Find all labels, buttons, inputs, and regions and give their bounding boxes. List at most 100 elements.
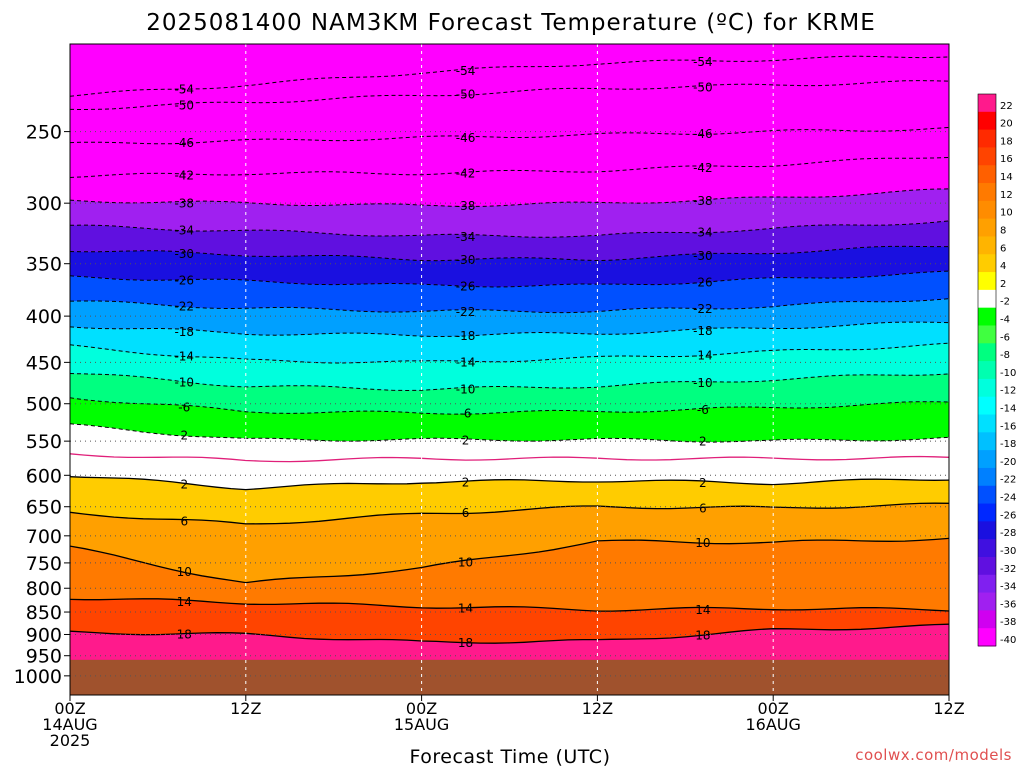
colorbar-label: -28	[1000, 528, 1016, 539]
y-tick-label: 900	[26, 624, 62, 646]
y-tick-label: 250	[26, 122, 62, 144]
colorbar-swatch	[978, 592, 996, 611]
contour-label: -10	[456, 383, 476, 397]
colorbar-label: 18	[1000, 136, 1013, 147]
colorbar-label: -24	[1000, 493, 1016, 504]
contour-label: 18	[177, 628, 192, 642]
x-tick-label: 2025	[50, 731, 91, 750]
temperature-band	[70, 343, 949, 391]
contour-label: -54	[456, 64, 476, 78]
colorbar-frame	[977, 93, 997, 647]
temperature-band	[70, 397, 949, 443]
colorbar-label: 16	[1000, 154, 1013, 165]
contour-label: 6	[699, 501, 707, 515]
contour-label: -14	[693, 348, 713, 362]
contour-line	[70, 373, 949, 392]
colorbar-swatch	[978, 111, 996, 131]
colorbar-swatch	[978, 556, 996, 576]
colorbar-swatch	[978, 414, 996, 433]
colorbar-swatch	[978, 485, 996, 505]
x-tick-label: 12Z	[933, 699, 964, 718]
contour-label: -26	[693, 276, 713, 290]
contour-label: -38	[456, 199, 476, 213]
y-tick-label: 600	[26, 465, 62, 487]
x-tick-label: 00Z	[758, 699, 789, 718]
contour-label: -22	[693, 302, 713, 316]
contour-label: 2	[180, 429, 188, 443]
contour-label: 18	[695, 628, 710, 642]
contour-label: -6	[178, 401, 190, 415]
colorbar-label: -20	[1000, 457, 1016, 468]
y-tick-label: 550	[26, 431, 62, 453]
contour-label: -22	[456, 305, 476, 319]
colorbar-label: -2	[1000, 297, 1010, 308]
y-tick-label: 450	[26, 352, 62, 374]
x-tick-label: 00Z	[406, 699, 437, 718]
temperature-band	[70, 80, 949, 144]
contour-label: 6	[180, 514, 188, 528]
temperature-band	[70, 188, 949, 238]
below-ground-area	[70, 659, 949, 695]
contour-label: -46	[456, 131, 476, 145]
colorbar-swatch	[978, 94, 996, 113]
contour-line	[70, 537, 949, 584]
temperature-band	[70, 538, 949, 612]
contour-label: 18	[458, 636, 473, 650]
temperature-band	[70, 298, 949, 337]
colorbar-swatch	[978, 432, 996, 451]
contour-label: -50	[456, 88, 476, 102]
y-tick-label: 400	[26, 306, 62, 328]
contour-label: -30	[693, 249, 713, 263]
contour-line	[70, 623, 949, 644]
contour-line	[70, 476, 949, 491]
plot-area: -54 -54 -54 -50 -50 -50 -46 -46 -46 -42 -42 -42 -38 -…	[70, 44, 949, 695]
y-axis: 2503003504004505005506006507007508008509…	[14, 122, 70, 688]
colorbar-swatch	[978, 521, 996, 540]
colorbar-label: -34	[1000, 582, 1016, 593]
colorbar-label: -14	[1000, 404, 1016, 415]
x-tick-label: 14AUG	[42, 715, 97, 734]
contour-label: -18	[174, 325, 194, 339]
colorbar-label: 10	[1000, 208, 1013, 219]
contour-label: -38	[693, 194, 713, 208]
temperature-band	[70, 127, 949, 178]
contour-label: -18	[456, 329, 476, 343]
y-tick-label: 800	[26, 578, 62, 600]
contour-label: -30	[174, 247, 194, 261]
colorbar-label: -10	[1000, 368, 1016, 379]
temperature-band	[70, 453, 949, 490]
contour-label: -46	[693, 127, 713, 141]
y-tick-label: 1000	[14, 666, 62, 688]
y-tick-label: 650	[26, 497, 62, 519]
colorbar-swatch	[978, 343, 996, 362]
x-axis-label: Forecast Time (UTC)	[410, 746, 611, 768]
contour-line	[70, 598, 949, 612]
colorbar-swatch	[978, 147, 996, 166]
colorbar-swatch	[978, 628, 996, 647]
colorbar-swatch	[978, 539, 996, 558]
colorbar-swatch	[978, 378, 996, 398]
colorbar-swatch	[978, 254, 996, 273]
contour-label: -34	[174, 223, 194, 237]
colorbar-label: -16	[1000, 421, 1016, 432]
colorbar-swatch	[978, 183, 996, 202]
contour-label: 10	[695, 536, 710, 550]
contour-label: -42	[693, 161, 713, 175]
chart-title: 2025081400 NAM3KM Forecast Temperature (…	[146, 10, 875, 36]
contour-label: -18	[693, 324, 713, 338]
contour-label: -50	[693, 80, 713, 94]
colorbar-swatch	[978, 503, 996, 522]
contour-label: 2	[462, 475, 470, 489]
contour-label: 2	[180, 478, 188, 492]
credit-text: coolwx.com/models	[855, 746, 1012, 764]
colorbar-swatch	[978, 307, 996, 326]
colorbar-swatch	[978, 200, 996, 220]
contour-label: 2	[699, 435, 707, 449]
colorbar-label: 4	[1000, 261, 1006, 272]
x-tick-label: 16AUG	[745, 715, 800, 734]
contour-label: -26	[456, 280, 476, 294]
colorbar: 22 20 18 16 14 12 10 8 6 4 2 -2 -4 -6 -8 -10 -12 -14 -16 -1…	[977, 93, 1016, 647]
x-tick-label: 12Z	[582, 699, 613, 718]
contour-label: -38	[174, 196, 194, 210]
